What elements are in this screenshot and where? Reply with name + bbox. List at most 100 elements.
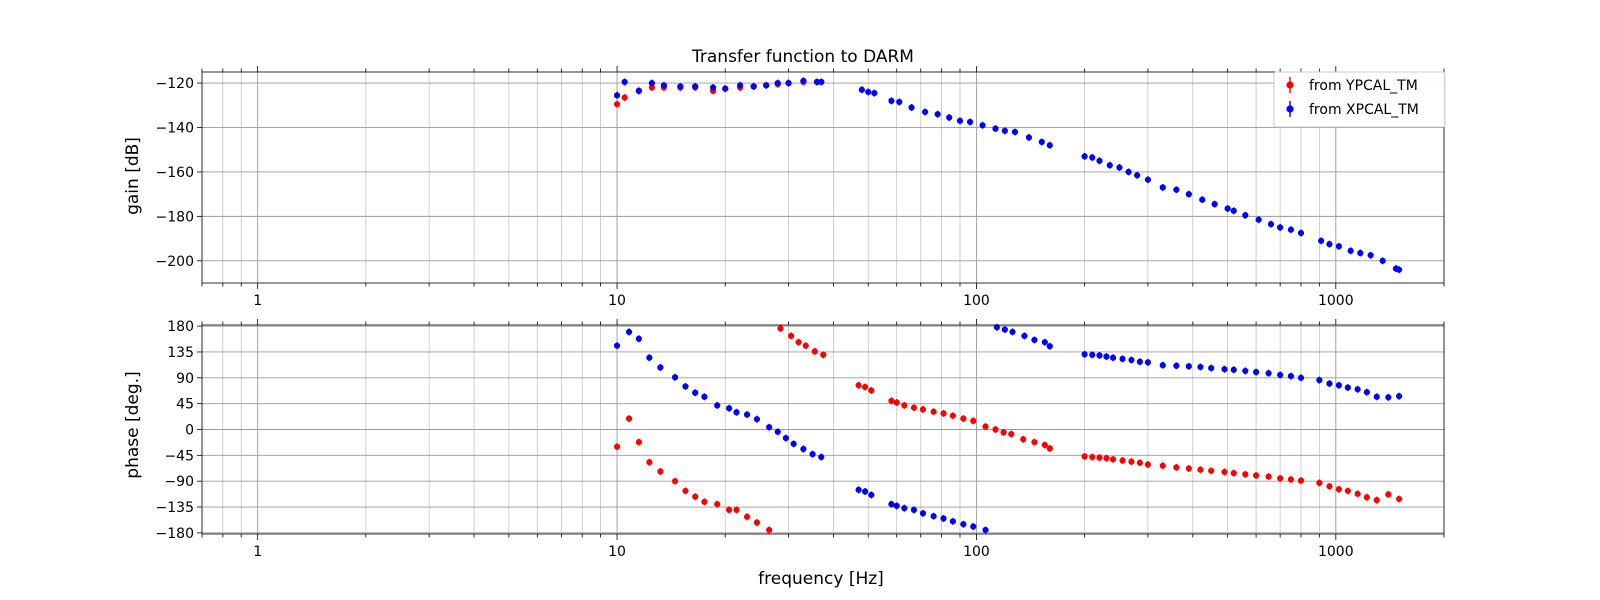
gain-xpcal-point: [1367, 252, 1374, 259]
phase-xpcal-point: [1208, 364, 1215, 372]
gain-xpcal-point: [908, 104, 915, 111]
legend-frame: [1273, 71, 1446, 128]
legend-label-ypcal: from YPCAL_TM: [1309, 78, 1418, 94]
phase-ypcal-point: [1287, 476, 1295, 483]
phase-ypcal-point: [1297, 477, 1305, 484]
phase-ypcal-point: [1221, 468, 1228, 476]
phase-xpcal-point: [809, 451, 816, 458]
phase-xpcal-point: [613, 342, 621, 349]
gain-xpcal-point: [774, 80, 781, 87]
phase-ypcal-point: [1197, 466, 1204, 473]
y-tick-label: 0: [185, 423, 194, 439]
gain-xpcal-point: [1395, 266, 1403, 273]
phase-ypcal-point: [1041, 441, 1048, 449]
gain-xpcal-point: [1297, 229, 1305, 237]
phase-ypcal-point: [625, 415, 633, 422]
y-tick-label: −45: [164, 448, 194, 464]
phase-ypcal-point: [1144, 461, 1152, 468]
phase-xpcal-point: [1221, 366, 1228, 373]
gain-xpcal-point: [613, 92, 621, 99]
legend: from YPCAL_TM from XPCAL_TM: [1273, 71, 1446, 128]
phase-xpcal-point: [930, 513, 937, 520]
phase-ypcal-point: [811, 348, 818, 355]
phase-xpcal-point: [818, 453, 825, 461]
gain-xpcal-point: [1106, 162, 1113, 169]
phase-xpcal-point: [901, 505, 908, 512]
gain-xpcal-point: [966, 118, 974, 126]
x-tick-label: 100: [963, 293, 990, 309]
phase-xpcal-point: [1128, 356, 1135, 364]
phase-xpcal-point: [1089, 351, 1096, 358]
phase-panel: 180 135 90 45 0 −45 −90 −135 −180 1 10 100 1000 pha…: [123, 319, 1445, 560]
phase-xpcal-point: [782, 435, 789, 442]
phase-ypcal-point: [893, 399, 900, 406]
phase-ylabel: phase [deg.]: [123, 371, 143, 478]
phase-xpcal-point: [1096, 352, 1103, 359]
legend-marker-xpcal: [1286, 105, 1294, 113]
gain-xpcal-point: [1096, 157, 1103, 164]
gain-xpcal-point: [1038, 138, 1045, 146]
gain-points: [613, 77, 1403, 273]
gain-xpcal-point: [888, 97, 895, 104]
phase-xpcal-point: [893, 502, 900, 509]
phase-xpcal-point: [1197, 363, 1204, 371]
gain-xpcal-point: [621, 78, 628, 86]
gain-grid: [201, 72, 1445, 283]
x-tick-label: 1: [253, 293, 262, 309]
phase-ypcal-point: [714, 501, 721, 508]
gain-xpcal-point: [818, 78, 825, 86]
gain-xpcal-point: [1379, 257, 1386, 264]
phase-ypcal-point: [657, 468, 664, 475]
phase-points: [613, 324, 1403, 534]
phase-ypcal-point: [1020, 436, 1027, 443]
phase-ypcal-point: [802, 342, 809, 349]
phase-xpcal-point: [1021, 332, 1028, 340]
phase-xpcal-point: [1136, 358, 1143, 365]
phase-ypcal-point: [701, 498, 708, 505]
phase-xpcal-point: [1009, 328, 1016, 335]
phase-ypcal-point: [1385, 491, 1392, 498]
phase-ypcal-point: [960, 415, 967, 422]
x-tick-label: 1000: [1318, 544, 1354, 560]
y-tick-label: −180: [156, 209, 194, 225]
gain-xpcal-point: [800, 77, 807, 84]
phase-ypcal-point: [682, 487, 689, 495]
gain-xpcal-point: [956, 117, 964, 124]
y-tick-label: −90: [164, 474, 194, 490]
phase-xpcal-point: [888, 501, 895, 508]
gain-xpcal-point: [1173, 186, 1180, 193]
phase-ypcal-point: [1046, 445, 1053, 452]
phase-xpcal-point: [1385, 394, 1392, 401]
gain-xpcal-point: [692, 83, 699, 90]
phase-ypcal-point: [888, 397, 895, 404]
phase-ypcal-point: [766, 526, 773, 534]
chart-title: Transfer function to DARM: [691, 47, 914, 67]
phase-xpcal-point: [1119, 355, 1126, 362]
phase-ypcal-point: [725, 506, 733, 513]
phase-xpcal-point: [919, 510, 927, 517]
gain-xpcal-point: [1230, 207, 1237, 214]
gain-xpcal-point: [1025, 134, 1033, 141]
phase-xpcal-point: [1159, 362, 1166, 369]
phase-ypcal-point: [1265, 473, 1272, 480]
gain-x-ticklabels: 1 10 100 1000: [253, 293, 1353, 309]
y-tick-label: 180: [167, 319, 194, 335]
phase-xpcal-point: [714, 402, 721, 409]
phase-ypcal-point: [1373, 497, 1380, 504]
phase-ypcal-point: [1128, 458, 1135, 465]
gain-xpcal-point: [1199, 196, 1206, 203]
phase-ypcal-point: [1000, 429, 1007, 436]
x-axis-label: frequency [Hz]: [758, 569, 884, 589]
phase-ypcal-point: [1081, 453, 1088, 460]
legend-entry-ypcal: from YPCAL_TM: [1286, 77, 1418, 94]
y-tick-label: −160: [156, 165, 194, 181]
gain-xpcal-point: [1001, 127, 1008, 134]
phase-xpcal-point: [868, 491, 875, 499]
phase-ypcal-point: [910, 404, 918, 411]
gain-xpcal-point: [1046, 142, 1053, 149]
y-tick-label: −140: [156, 121, 194, 137]
phase-xpcal-point: [1252, 368, 1260, 376]
gain-xpcal-point: [1347, 247, 1354, 254]
phase-ypcal-point: [646, 459, 653, 466]
phase-ypcal-point: [1031, 439, 1038, 446]
